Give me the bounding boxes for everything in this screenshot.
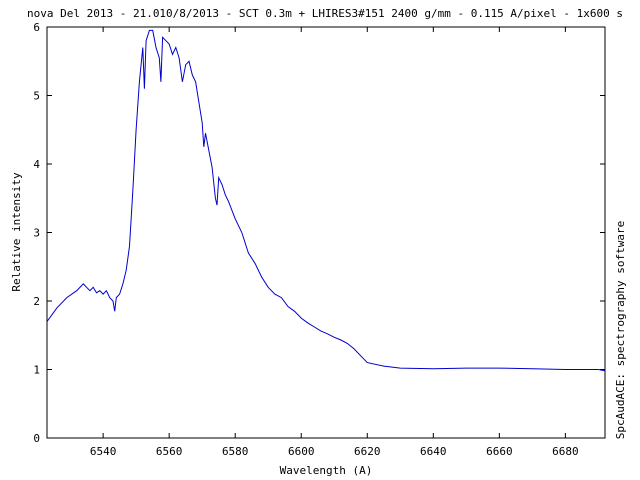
- software-credit-label: SpcAudACE: spectrography software: [614, 221, 627, 440]
- x-tick-label: 6680: [552, 445, 579, 458]
- y-tick-label: 6: [33, 21, 40, 34]
- x-tick-label: 6540: [90, 445, 117, 458]
- chart-title: nova Del 2013 - 21.010/8/2013 - SCT 0.3m…: [27, 7, 623, 20]
- y-tick-label: 3: [33, 227, 40, 240]
- y-axis: 0 1 2 3 4 5 6: [33, 21, 605, 445]
- y-axis-label: Relative intensity: [10, 172, 23, 292]
- x-tick-label: 6660: [486, 445, 513, 458]
- x-axis: 6540 6560 6580 6600 6620 6640 6660 6680: [90, 27, 579, 458]
- y-tick-label: 1: [33, 364, 40, 377]
- x-tick-label: 6640: [420, 445, 447, 458]
- y-tick-label: 4: [33, 158, 40, 171]
- y-tick-label: 2: [33, 295, 40, 308]
- x-tick-label: 6560: [156, 445, 183, 458]
- spectrum-line: [46, 29, 606, 372]
- x-tick-label: 6580: [222, 445, 249, 458]
- x-tick-label: 6620: [354, 445, 381, 458]
- x-axis-label: Wavelength (A): [280, 464, 373, 477]
- y-tick-label: 0: [33, 432, 40, 445]
- plot-area: [46, 26, 606, 439]
- y-tick-label: 5: [33, 90, 40, 103]
- x-tick-label: 6600: [288, 445, 315, 458]
